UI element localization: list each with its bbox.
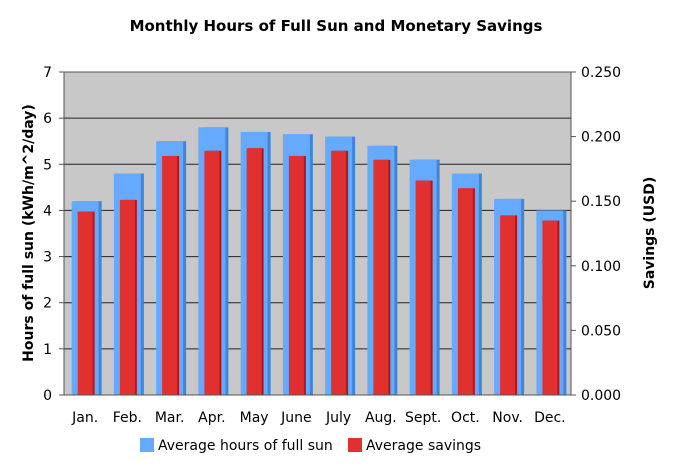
x-tick-label: Feb. [113, 410, 142, 426]
y-axis-title: Hours of full sun (kWh/m^2/day) [21, 104, 37, 362]
savings-bar [204, 150, 220, 395]
x-tick-label: Nov. [492, 410, 523, 426]
bar-group [71, 127, 567, 396]
right-axis-ticks: 0.000 0.050 0.100 0.150 0.200 0.250 [571, 65, 621, 404]
savings-bar [415, 180, 431, 395]
x-axis-ticks: Jan. Feb. Mar. Apr. May June July Aug. Sept. Oct.… [71, 410, 566, 426]
y-tick-label: 5 [43, 157, 52, 173]
y-tick-label: 0 [43, 388, 52, 404]
legend-swatch [140, 438, 154, 452]
x-tick-label: Oct. [451, 410, 480, 426]
y-tick-label: 6 [43, 111, 52, 127]
savings-bar [119, 199, 135, 395]
legend-swatch [348, 438, 362, 452]
y2-tick-label: 0.050 [581, 323, 621, 339]
x-tick-label: May [240, 410, 269, 426]
plot-frame [63, 71, 572, 396]
x-tick-label: Aug. [365, 410, 397, 426]
x-tick-label: Apr. [198, 410, 225, 426]
savings-bar [457, 188, 473, 395]
savings-bar [373, 159, 389, 395]
y2-tick-label: 0.200 [581, 130, 621, 146]
legend-label: Average savings [366, 438, 481, 454]
x-tick-label: Jan. [71, 410, 98, 426]
left-axis-ticks: 0 1 2 3 4 5 6 7 [43, 65, 64, 404]
gridlines [64, 117, 571, 350]
x-tick-label: June [280, 410, 312, 426]
y-tick-label: 3 [43, 250, 52, 266]
x-tick-label: Dec. [534, 410, 566, 426]
savings-bar [500, 215, 516, 395]
legend: Average hours of full sun Average savings [140, 438, 481, 454]
savings-bar [542, 220, 558, 395]
y2-tick-label: 0.250 [581, 65, 621, 81]
legend-label: Average hours of full sun [158, 438, 333, 454]
savings-bar [246, 148, 262, 395]
y-tick-label: 1 [43, 342, 52, 358]
y2-tick-label: 0.150 [581, 194, 621, 210]
savings-bar [77, 211, 93, 395]
y2-tick-label: 0.000 [581, 388, 621, 404]
chart-title: Monthly Hours of Full Sun and Monetary S… [130, 17, 543, 35]
savings-bar [162, 155, 178, 395]
y-tick-label: 7 [43, 65, 52, 81]
y-tick-label: 4 [43, 203, 52, 219]
x-tick-label: July [325, 410, 351, 426]
plot-area [64, 72, 571, 395]
y2-axis-title: Savings (USD) [642, 177, 658, 290]
y-tick-label: 2 [43, 296, 52, 312]
savings-bar [331, 150, 347, 395]
x-tick-label: Mar. [155, 410, 185, 426]
y2-tick-label: 0.100 [581, 259, 621, 275]
savings-bar [288, 155, 304, 395]
x-tick-label: Sept. [405, 410, 441, 426]
